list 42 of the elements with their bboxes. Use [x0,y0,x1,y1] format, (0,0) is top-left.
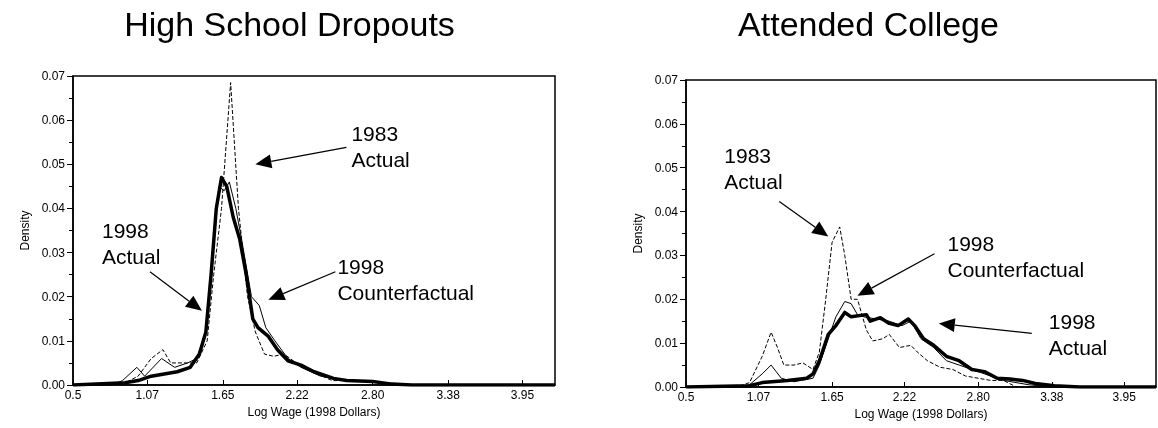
y-axis-title: Density [17,210,32,251]
y-tick-label: 0.06 [41,113,66,128]
x-tick-label: 3.38 [1040,390,1064,404]
y-tick-label: 0.03 [41,245,66,260]
y-tick-label: 0.00 [654,380,679,394]
x-tick-label: 1.07 [135,388,160,402]
x-tick-label: 0.5 [677,390,695,404]
x-tick-label: 0.5 [64,388,82,402]
x-tick-label: 2.22 [892,390,917,404]
y-tick-label: 0.02 [654,292,679,307]
x-tick-label: 3.95 [510,388,535,402]
x-tick-label: 3.95 [1112,390,1137,404]
y-axis-title: Density [630,213,645,254]
y-tick-label: 0.04 [654,204,679,219]
x-axis-title: Log Wage (1998 Dollars) [854,406,988,421]
y-tick-label: 0.07 [654,73,679,87]
y-tick-label: 0.00 [41,378,66,392]
annotation: 1983 Actual [351,121,410,171]
x-tick-label: 1.07 [746,390,771,404]
y-tick-label: 0.07 [41,69,66,83]
x-tick-label: 2.22 [285,388,310,402]
y-tick-label: 0.05 [654,160,679,175]
y-tick-label: 0.01 [654,336,679,351]
y-tick-label: 0.03 [654,248,679,263]
y-tick-label: 0.05 [41,157,66,172]
x-tick-label: 1.65 [211,388,235,402]
x-tick-label: 2.80 [360,388,385,402]
x-axis-title: Log Wage (1998 Dollars) [247,404,381,419]
y-tick-label: 0.04 [41,201,66,216]
x-tick-label: 1.65 [820,390,845,404]
x-tick-label: 3.38 [436,388,461,402]
annotation: 1998 Counterfactual [947,232,1085,282]
y-tick-label: 0.06 [654,116,679,131]
x-tick-label: 2.80 [966,390,991,404]
annotation: 1998 Counterfactual [337,255,474,305]
chart-title: Attended College [738,5,999,43]
annotation: 1998 Actual [101,219,161,269]
annotation: 1998 Actual [1048,309,1108,359]
chart-title: High School Dropouts [124,5,455,43]
annotation: 1983 Actual [724,144,783,194]
y-tick-label: 0.01 [41,333,66,348]
y-tick-label: 0.02 [41,289,66,304]
